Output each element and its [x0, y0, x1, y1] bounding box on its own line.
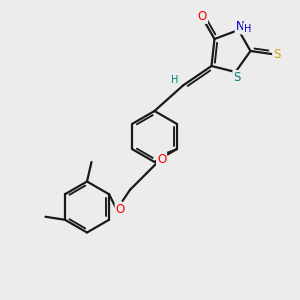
Text: S: S — [273, 47, 280, 61]
Text: N: N — [236, 20, 244, 34]
Text: H: H — [171, 75, 178, 85]
Text: O: O — [198, 10, 207, 23]
Text: O: O — [157, 153, 166, 166]
Text: O: O — [116, 203, 125, 216]
Text: H: H — [244, 23, 251, 34]
Text: S: S — [233, 71, 241, 84]
